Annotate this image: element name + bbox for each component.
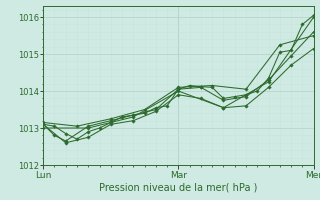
X-axis label: Pression niveau de la mer( hPa ): Pression niveau de la mer( hPa ) — [99, 182, 258, 192]
